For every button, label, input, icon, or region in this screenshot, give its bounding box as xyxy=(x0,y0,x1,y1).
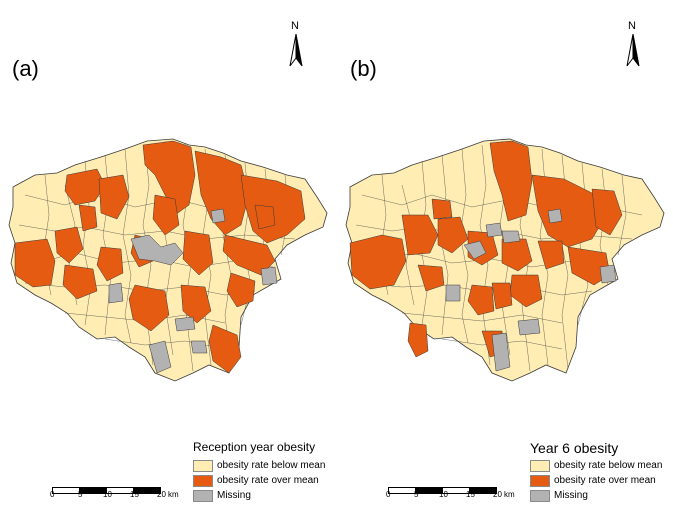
scale-tick-15: 15 xyxy=(130,490,139,499)
scale-tick-10: 10 xyxy=(439,490,448,499)
legend-label-below: obesity rate below mean xyxy=(554,460,663,471)
scale-tick-15: 15 xyxy=(466,490,475,499)
north-arrow: N xyxy=(623,20,643,70)
north-arrow-icon xyxy=(626,34,640,67)
north-arrow: N xyxy=(286,20,306,70)
legend-item-missing: Missing xyxy=(530,488,662,503)
scale-unit: km xyxy=(504,490,515,499)
legend-label-missing: Missing xyxy=(217,490,251,501)
scale-tick-5: 5 xyxy=(414,490,419,499)
map-legend: Year 6 obesity obesity rate below mean o… xyxy=(530,440,662,503)
legend-item-over: obesity rate over mean xyxy=(530,473,662,488)
map-panel-reception: (a) N xyxy=(0,0,336,524)
legend-item-missing: Missing xyxy=(193,488,325,503)
legend-item-below: obesity rate below mean xyxy=(193,458,325,473)
north-letter: N xyxy=(291,20,299,32)
over-mean-areas xyxy=(349,140,623,358)
legend-item-over: obesity rate over mean xyxy=(193,473,325,488)
north-arrow-icon xyxy=(289,34,303,67)
london-choropleth-map xyxy=(8,138,328,382)
missing-areas xyxy=(108,208,278,374)
legend-swatch-over xyxy=(193,474,213,487)
london-choropleth-map xyxy=(345,138,665,382)
legend-item-below: obesity rate below mean xyxy=(530,458,662,473)
over-mean-areas xyxy=(14,140,306,374)
scale-unit: km xyxy=(168,490,179,499)
map-legend: Reception year obesity obesity rate belo… xyxy=(193,440,325,503)
legend-swatch-over xyxy=(530,474,550,487)
panel-label: (a) xyxy=(12,56,39,81)
legend-title: Year 6 obesity xyxy=(530,440,619,456)
scale-tick-10: 10 xyxy=(103,490,112,499)
scale-tick-20: 20 xyxy=(157,490,166,499)
legend-swatch-missing xyxy=(193,489,213,502)
scale-bar-graphic xyxy=(52,487,161,494)
legend-label-over: obesity rate over mean xyxy=(217,475,319,486)
scale-bar: 0 5 10 15 20 km xyxy=(50,482,179,512)
legend-swatch-below xyxy=(193,459,213,472)
legend-label-missing: Missing xyxy=(554,490,588,501)
scale-tick-20: 20 xyxy=(493,490,502,499)
scale-bar-graphic xyxy=(388,487,497,494)
map-panel-year6: (b) N xyxy=(337,0,673,524)
missing-areas xyxy=(445,208,617,372)
legend-label-below: obesity rate below mean xyxy=(217,460,326,471)
scale-bar: 0 5 10 15 20 km xyxy=(386,482,515,512)
legend-swatch-below xyxy=(530,459,550,472)
north-letter: N xyxy=(628,20,636,32)
scale-tick-0: 0 xyxy=(386,490,391,499)
scale-tick-5: 5 xyxy=(78,490,83,499)
legend-swatch-missing xyxy=(530,489,550,502)
scale-tick-0: 0 xyxy=(50,490,55,499)
panel-label: (b) xyxy=(350,56,377,81)
legend-title: Reception year obesity xyxy=(193,440,316,454)
legend-label-over: obesity rate over mean xyxy=(554,475,656,486)
